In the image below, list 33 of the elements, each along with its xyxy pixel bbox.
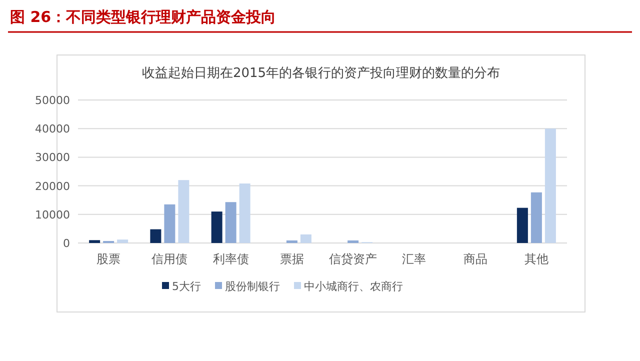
x-tick-label: 汇率 bbox=[402, 252, 426, 266]
bar bbox=[211, 212, 222, 243]
title: 图 26：不同类型银行理财产品资金投向 bbox=[10, 8, 276, 26]
y-tick-label: 0 bbox=[63, 237, 70, 250]
bar bbox=[150, 229, 162, 243]
bar bbox=[530, 192, 542, 243]
bar bbox=[225, 202, 236, 243]
bar bbox=[516, 208, 528, 243]
subtitle: 收益起始日期在2015年的各银行的资产投向理财的数量的分布 bbox=[142, 66, 500, 81]
legend-label: 股份制银行 bbox=[225, 280, 280, 293]
legend-label: 5大行 bbox=[172, 280, 201, 293]
y-tick-label: 30000 bbox=[35, 151, 70, 164]
bar bbox=[300, 234, 312, 243]
bar bbox=[544, 128, 556, 243]
x-tick-label: 信用债 bbox=[152, 252, 188, 266]
x-tick-label: 信贷资产 bbox=[329, 252, 378, 266]
bar bbox=[178, 180, 190, 243]
y-tick-label: 50000 bbox=[35, 94, 70, 107]
bar bbox=[286, 240, 298, 243]
y-tick-label: 40000 bbox=[35, 122, 70, 136]
legend-label: 中小城商行、农商行 bbox=[304, 280, 403, 293]
bar bbox=[348, 240, 359, 243]
bar bbox=[117, 240, 128, 243]
x-tick-label: 其他 bbox=[524, 252, 548, 266]
bar bbox=[89, 240, 100, 243]
bar bbox=[239, 184, 250, 243]
bar bbox=[164, 204, 176, 243]
x-tick-label: 利率债 bbox=[212, 252, 249, 266]
y-tick-label: 20000 bbox=[35, 180, 70, 193]
x-tick-label: 商品 bbox=[463, 252, 488, 266]
x-tick-label: 票据 bbox=[280, 252, 304, 266]
x-tick-label: 股票 bbox=[96, 252, 121, 266]
y-tick-label: 10000 bbox=[35, 208, 70, 222]
